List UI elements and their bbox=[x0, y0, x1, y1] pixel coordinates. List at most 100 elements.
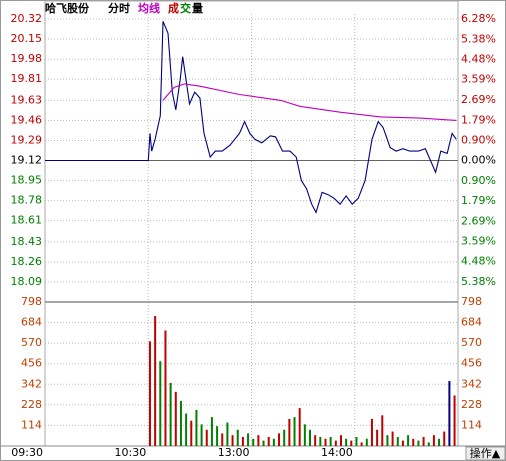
y-tick-label: 18.78 bbox=[11, 194, 43, 207]
y2-tick-label: 2.69% bbox=[461, 93, 496, 106]
x-tick-label: 10:30 bbox=[115, 446, 147, 459]
bar bbox=[443, 431, 446, 446]
y2-tick-label: 5.38% bbox=[461, 275, 496, 288]
y-tick-label: 20.15 bbox=[11, 32, 43, 45]
y2-tick-label: 2.69% bbox=[461, 214, 496, 227]
bar bbox=[365, 438, 368, 446]
y-tick-label: 114 bbox=[21, 418, 42, 431]
x-tick-label: 13:00 bbox=[218, 446, 250, 459]
series-line bbox=[45, 21, 457, 214]
y2-tick-label: 1.79% bbox=[461, 113, 496, 126]
y-tick-label: 19.29 bbox=[11, 133, 43, 146]
bar bbox=[236, 429, 239, 446]
bar bbox=[453, 395, 456, 446]
bar bbox=[432, 435, 435, 446]
bar bbox=[231, 435, 234, 446]
y-tick-label: 19.98 bbox=[11, 52, 43, 65]
y2-tick-label: 4.48% bbox=[461, 53, 496, 66]
bar bbox=[221, 433, 224, 446]
bar bbox=[334, 440, 337, 446]
bar bbox=[164, 330, 167, 446]
bar bbox=[370, 418, 373, 446]
y-tick-label: 19.46 bbox=[11, 113, 43, 126]
bar bbox=[247, 433, 250, 446]
bar bbox=[195, 409, 198, 446]
y-tick-label: 456 bbox=[21, 357, 42, 370]
bar bbox=[185, 413, 188, 446]
bar bbox=[154, 316, 157, 446]
y2-tick-label: 6.28% bbox=[461, 12, 496, 25]
bar bbox=[350, 440, 353, 446]
bar bbox=[314, 435, 317, 446]
bar bbox=[298, 408, 301, 446]
bar bbox=[407, 435, 410, 446]
y2-tick-label: 1.79% bbox=[461, 194, 496, 207]
y-tick-label: 18.09 bbox=[11, 275, 43, 288]
bar bbox=[427, 442, 430, 446]
y-tick-label: 684 bbox=[21, 316, 42, 329]
bar bbox=[401, 440, 404, 446]
button-label[interactable]: 操作▲ bbox=[470, 446, 501, 460]
bar bbox=[267, 436, 270, 446]
bar bbox=[381, 415, 384, 446]
legend-entry: 成 bbox=[168, 1, 179, 15]
y2-tick-label: 3.59% bbox=[461, 73, 496, 86]
bar bbox=[396, 436, 399, 446]
x-tick-label: 09:30 bbox=[11, 446, 43, 459]
y-tick-label: 228 bbox=[21, 398, 42, 411]
bar bbox=[252, 438, 255, 446]
bar bbox=[190, 420, 193, 446]
bar bbox=[448, 381, 451, 446]
bar bbox=[288, 418, 291, 446]
y2-tick-label: 684 bbox=[461, 316, 482, 329]
bar bbox=[179, 400, 182, 446]
y-tick-label: 19.81 bbox=[11, 72, 43, 85]
button[interactable] bbox=[465, 446, 506, 461]
bar bbox=[283, 429, 286, 446]
y2-tick-label: 798 bbox=[461, 295, 482, 308]
bar bbox=[241, 436, 244, 446]
bar bbox=[303, 424, 306, 446]
bar bbox=[417, 440, 420, 446]
bar bbox=[386, 435, 389, 446]
bar bbox=[355, 436, 358, 446]
y-tick-label: 18.95 bbox=[11, 174, 43, 187]
bar bbox=[360, 442, 363, 446]
bar bbox=[205, 429, 208, 446]
bar bbox=[391, 431, 394, 446]
y2-tick-label: 3.59% bbox=[461, 235, 496, 248]
y2-tick-label: 5.38% bbox=[461, 32, 496, 45]
bar bbox=[376, 429, 379, 446]
y2-tick-label: 114 bbox=[461, 418, 482, 431]
y2-tick-label: 228 bbox=[461, 398, 482, 411]
bar bbox=[345, 438, 348, 446]
bar bbox=[272, 438, 275, 446]
bar bbox=[293, 417, 296, 446]
bar bbox=[412, 438, 415, 446]
bar bbox=[422, 436, 425, 446]
y-tick-label: 19.63 bbox=[11, 93, 43, 106]
bar bbox=[262, 440, 265, 446]
y-tick-label: 342 bbox=[21, 377, 42, 390]
bar bbox=[210, 417, 213, 446]
bar bbox=[226, 422, 229, 446]
y-tick-label: 570 bbox=[21, 336, 42, 349]
y2-tick-label: 570 bbox=[461, 336, 482, 349]
bar bbox=[278, 433, 281, 446]
bar bbox=[329, 436, 332, 446]
bar bbox=[169, 382, 172, 446]
series-line bbox=[162, 83, 457, 121]
y2-tick-label: 0.00% bbox=[461, 154, 496, 167]
y-tick-label: 798 bbox=[21, 295, 42, 308]
y2-tick-label: 342 bbox=[461, 377, 482, 390]
bar bbox=[339, 435, 342, 446]
y-tick-label: 18.61 bbox=[11, 214, 43, 227]
bar bbox=[216, 426, 219, 446]
y2-tick-label: 0.90% bbox=[461, 174, 496, 187]
legend-entry: 均线 bbox=[138, 1, 160, 15]
y-tick-label: 19.12 bbox=[11, 154, 43, 167]
legend-entry: 量 bbox=[192, 2, 203, 15]
y2-tick-label: 0.90% bbox=[461, 133, 496, 146]
